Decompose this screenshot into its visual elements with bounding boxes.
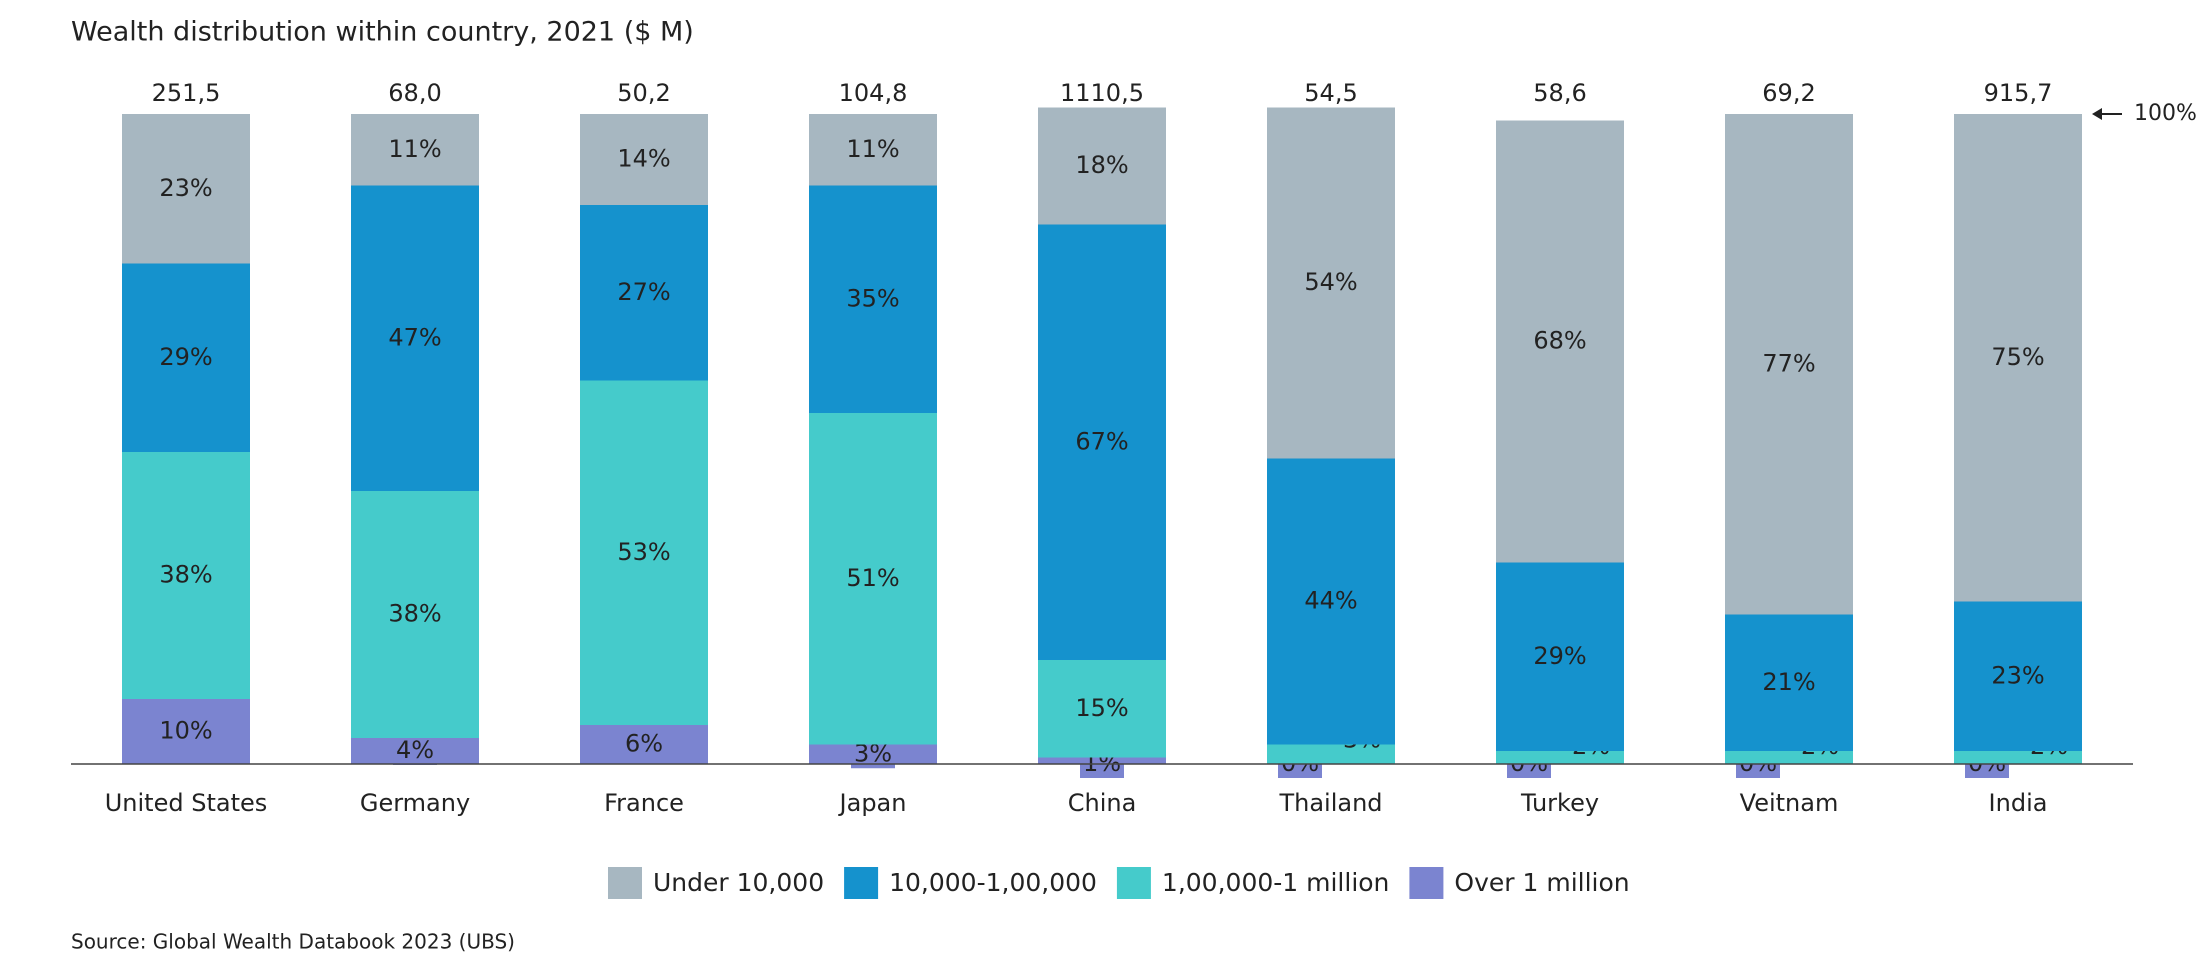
total-label: 1110,5 xyxy=(1060,79,1144,107)
legend-label: Over 1 million xyxy=(1454,868,1629,897)
bar-segment xyxy=(351,185,479,491)
value-label: 4% xyxy=(396,736,434,764)
total-label: 104,8 xyxy=(839,79,908,107)
bar-segment xyxy=(1496,562,1624,751)
bar-segment xyxy=(122,452,250,699)
bar-segment xyxy=(1725,114,1853,615)
value-label: 21% xyxy=(1762,668,1815,696)
legend-label: Under 10,000 xyxy=(653,868,824,897)
total-label: 69,2 xyxy=(1762,79,1815,107)
x-tick-label: France xyxy=(604,789,684,817)
legend-label: 10,000-1,00,000 xyxy=(889,868,1097,897)
label-box xyxy=(393,737,437,765)
value-label: 18% xyxy=(1075,151,1128,179)
x-tick-label: Veitnam xyxy=(1740,789,1839,817)
bar-segment xyxy=(1496,120,1624,563)
bar-segment xyxy=(351,491,479,738)
total-label: 915,7 xyxy=(1984,79,2053,107)
arrow-head xyxy=(2092,108,2102,120)
value-label: 67% xyxy=(1075,427,1128,455)
value-label: 6% xyxy=(625,730,663,758)
value-label: 44% xyxy=(1304,587,1357,615)
total-label: 54,5 xyxy=(1304,79,1357,107)
total-label: 50,2 xyxy=(617,79,670,107)
bar-segment xyxy=(122,263,250,452)
bar-segment xyxy=(809,114,937,186)
value-label: 38% xyxy=(159,561,212,589)
value-label: 29% xyxy=(1533,642,1586,670)
bar-segment xyxy=(122,114,250,264)
x-tick-label: Turkey xyxy=(1520,789,1599,817)
bar-segment xyxy=(351,114,479,186)
x-tick-label: Thailand xyxy=(1278,789,1382,817)
total-label: 58,6 xyxy=(1533,79,1586,107)
bar-segment xyxy=(1267,458,1395,745)
x-tick-label: China xyxy=(1068,789,1137,817)
x-tick-label: Germany xyxy=(360,789,470,817)
bar-segment xyxy=(809,413,937,745)
value-label: 27% xyxy=(617,278,670,306)
value-label: 38% xyxy=(388,600,441,628)
bar-segment xyxy=(1038,660,1166,758)
value-label: 35% xyxy=(846,284,899,312)
bar-segment xyxy=(580,205,708,381)
legend-swatch xyxy=(1409,867,1444,899)
value-label: 11% xyxy=(846,135,899,163)
value-label: 29% xyxy=(159,343,212,371)
x-tick-label: India xyxy=(1989,789,2048,817)
value-label: 53% xyxy=(617,538,670,566)
bar-segment xyxy=(580,725,708,764)
value-label: 23% xyxy=(159,174,212,202)
value-label: 11% xyxy=(388,135,441,163)
x-tick-label: Japan xyxy=(838,789,907,817)
legend-swatch xyxy=(844,867,879,899)
bar-segment xyxy=(1725,614,1853,751)
value-label: 51% xyxy=(846,564,899,592)
bar-segment xyxy=(809,185,937,413)
source: Source: Global Wealth Databook 2023 (UBS… xyxy=(71,930,515,954)
bar-segment xyxy=(1038,107,1166,225)
y-tick-label: 100% xyxy=(2134,101,2197,126)
total-label: 68,0 xyxy=(388,79,441,107)
value-label: 10% xyxy=(159,717,212,745)
value-label: 54% xyxy=(1304,268,1357,296)
bar-segment xyxy=(1954,601,2082,751)
bar-segment xyxy=(1038,224,1166,660)
chart-title: Wealth distribution within country, 2021… xyxy=(71,17,694,48)
bar-segment xyxy=(1267,107,1395,459)
legend-swatch xyxy=(608,867,642,899)
bar-segment xyxy=(580,114,708,205)
value-label: 14% xyxy=(617,145,670,173)
x-tick-label: United States xyxy=(105,789,268,817)
value-label: 68% xyxy=(1533,327,1586,355)
value-label: 15% xyxy=(1075,694,1128,722)
bar-segment xyxy=(122,699,250,764)
total-label: 251,5 xyxy=(152,79,221,107)
legend-label: 1,00,000-1 million xyxy=(1162,868,1389,897)
bar-segment xyxy=(1954,114,2082,602)
legend-swatch xyxy=(1116,867,1151,899)
value-label: 47% xyxy=(388,323,441,351)
value-label: 23% xyxy=(1991,661,2044,689)
value-label: 75% xyxy=(1991,343,2044,371)
bar-segment xyxy=(580,380,708,725)
value-label: 77% xyxy=(1762,349,1815,377)
